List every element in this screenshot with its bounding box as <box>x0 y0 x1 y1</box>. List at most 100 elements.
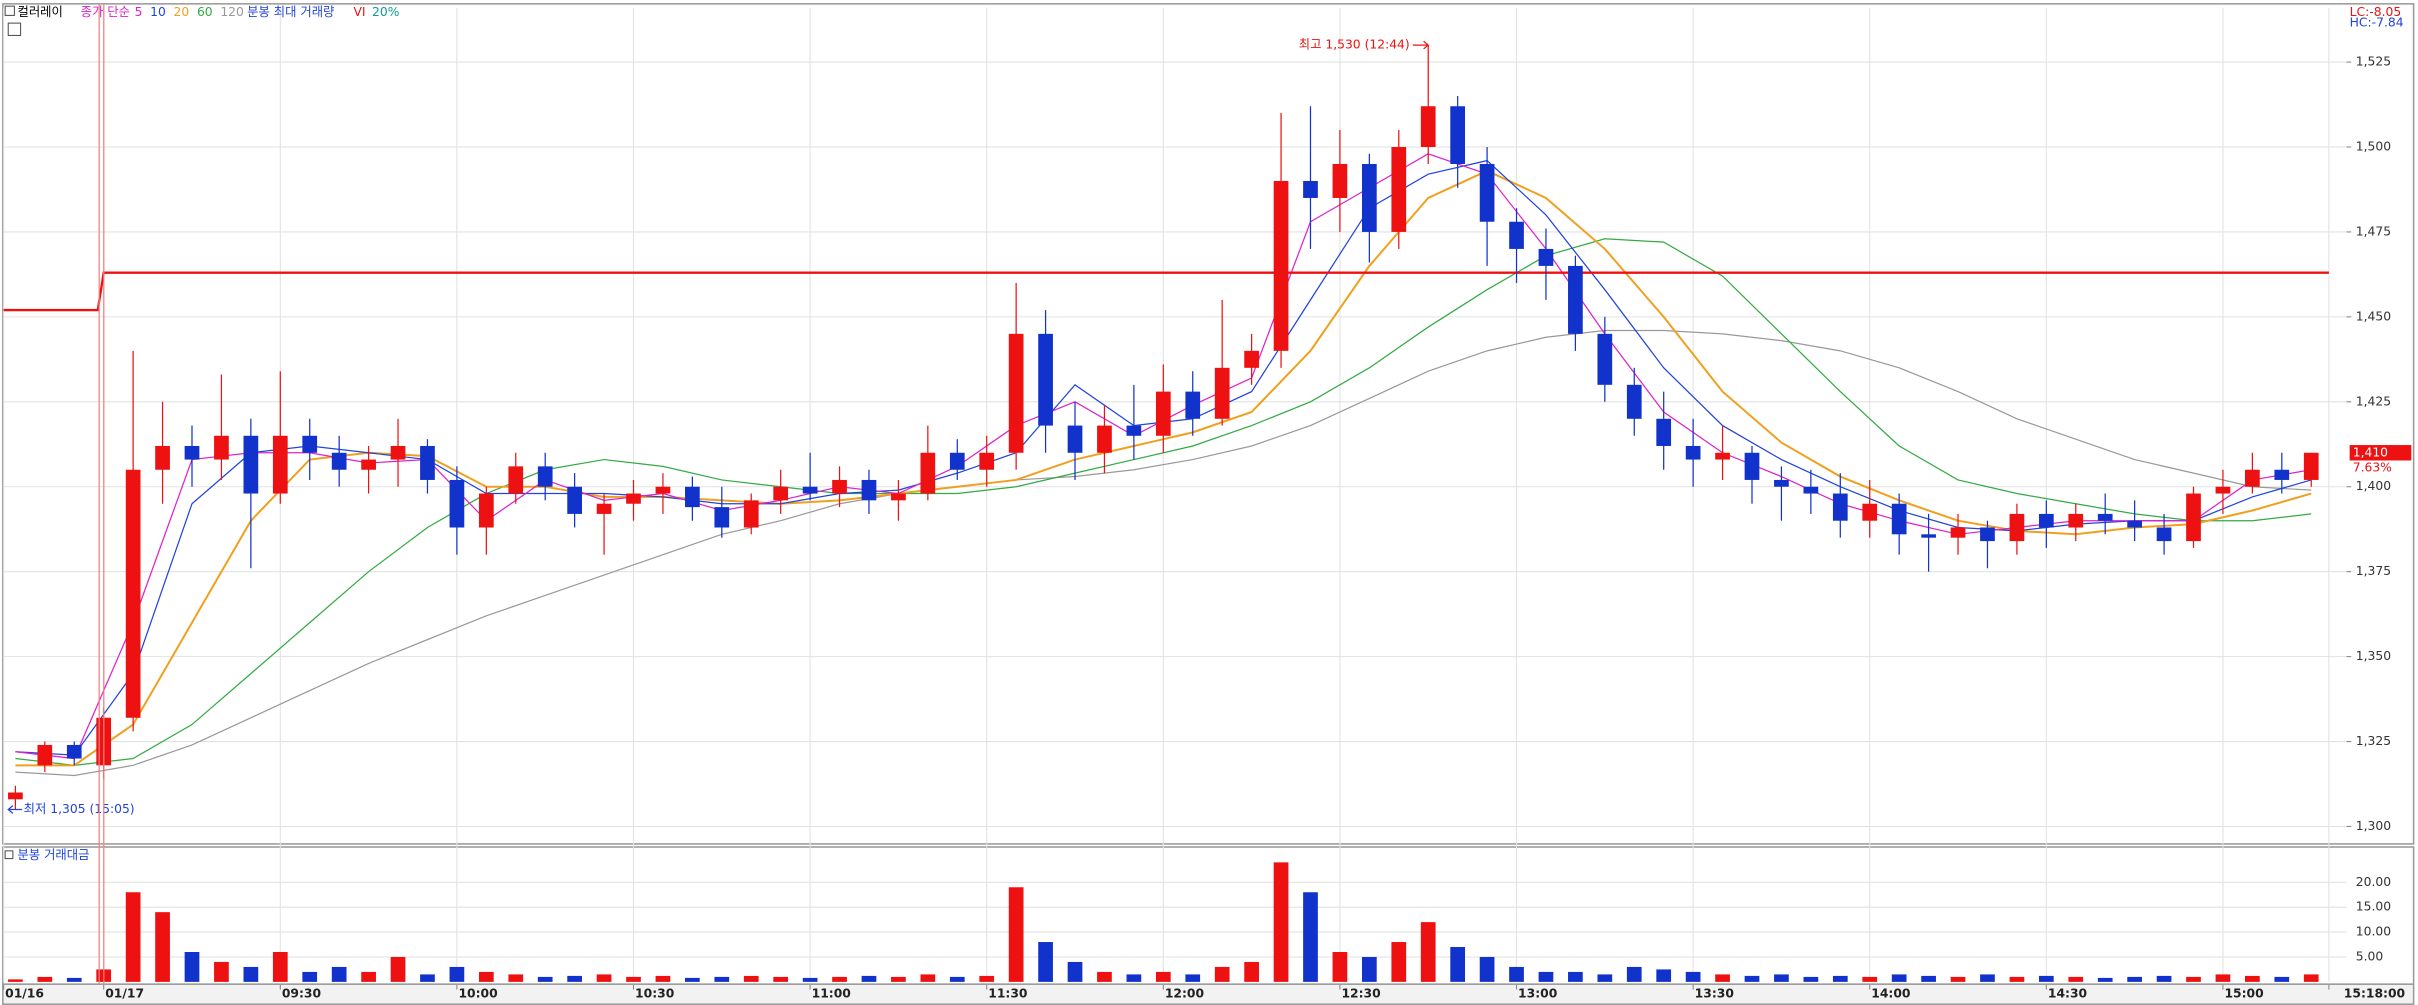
x-tick-label: 13:00 <box>1518 987 1557 1001</box>
x-tick-label: 11:00 <box>812 987 851 1001</box>
volume-bar <box>1126 974 1142 982</box>
volume-bar <box>714 976 730 982</box>
volume-bar <box>1685 971 1701 982</box>
candle-body <box>272 435 288 494</box>
time-axis <box>2 983 2415 1005</box>
candle-body <box>832 479 847 494</box>
volume-bar <box>331 966 347 982</box>
volume-bar <box>1273 862 1289 982</box>
volume-bar <box>302 971 318 982</box>
candle-body <box>1568 265 1583 334</box>
candle-body <box>1097 425 1112 453</box>
candle-body <box>1862 503 1878 521</box>
candle-body <box>1361 163 1377 232</box>
volume-bar <box>832 976 847 982</box>
hc-label: HC:-7.84 <box>2350 16 2404 30</box>
volume-title: 분봉 거래대금 <box>17 848 89 862</box>
panel-icon[interactable] <box>4 850 14 860</box>
volume-bar <box>1862 976 1878 982</box>
table-icon[interactable] <box>7 22 22 36</box>
candle-body <box>390 445 406 460</box>
legend: 컬러레이 종가 단순 5 10 20 60 120 분봉 최대 거래량 VI 20% <box>17 5 399 19</box>
candle-body <box>1744 452 1760 480</box>
volume-bar <box>567 975 582 982</box>
candle-body <box>1685 445 1701 460</box>
candle-body <box>802 486 818 494</box>
candle-body <box>1803 486 1819 494</box>
candle-body <box>2303 452 2319 480</box>
volume-bar <box>1450 947 1466 982</box>
candle-body <box>596 503 612 514</box>
volume-bar <box>2274 976 2290 982</box>
volume-bar <box>2215 974 2231 982</box>
volume-bar <box>1420 922 1436 982</box>
volume-bar <box>2009 976 2025 982</box>
candle-body <box>1126 425 1142 436</box>
candle-body <box>1832 493 1848 521</box>
candle-body <box>949 452 965 470</box>
candle-body <box>1450 106 1466 164</box>
volume-bar <box>1038 942 1053 982</box>
volume-bar <box>37 976 53 982</box>
candle-body <box>2097 513 2113 521</box>
candle-body <box>714 507 730 528</box>
volume-bar <box>420 974 435 982</box>
volume-bar <box>155 912 170 982</box>
y-tick-label: 1,400 <box>2356 479 2391 493</box>
candle-body <box>1656 418 1672 446</box>
candle-body <box>1332 163 1348 198</box>
candle-body <box>920 452 936 494</box>
volume-bar <box>449 966 465 982</box>
ma-line <box>15 329 2312 777</box>
volume-bar <box>920 974 936 982</box>
high-annotation: 최고 1,530 (12:44) <box>1299 38 1410 52</box>
volume-bar <box>243 966 259 982</box>
volume-bar <box>861 975 877 982</box>
candle-body <box>1420 106 1436 148</box>
y-tick-label: 1,300 <box>2356 819 2391 833</box>
candle-body <box>420 445 435 480</box>
volume-bar <box>1832 975 1848 982</box>
y-tick-label: 1,500 <box>2356 140 2391 154</box>
vi-line <box>3 271 2329 312</box>
x-tick-label: 12:00 <box>1165 987 1204 1001</box>
panel-icon[interactable] <box>4 5 15 16</box>
candle-body <box>891 493 906 501</box>
candle-body <box>2127 520 2142 528</box>
volume-bar <box>979 975 995 982</box>
y-tick-label: 1,525 <box>2356 55 2391 69</box>
volume-tick-label: 15.00 <box>2356 900 2391 914</box>
volume-bar <box>1008 887 1024 982</box>
candle-body <box>2009 513 2025 542</box>
candle-body <box>1155 391 1171 436</box>
x-tick-label: 15:18:00 <box>2344 987 2405 1001</box>
candle-body <box>2186 493 2201 542</box>
candle-body <box>184 445 200 460</box>
volume-bar <box>125 892 141 982</box>
candle-body <box>1715 452 1730 460</box>
candle-body <box>1008 333 1024 453</box>
volume-bar <box>1891 974 1907 982</box>
y-tick-label: 1,350 <box>2356 649 2391 663</box>
volume-bar <box>2156 975 2172 982</box>
legend-ma-label: 종가 단순 <box>81 5 130 19</box>
candle-body <box>861 479 877 501</box>
candle-body <box>1774 479 1789 487</box>
volume-tick-label: 10.00 <box>2356 925 2391 939</box>
candle-body <box>214 435 229 460</box>
last-price-box <box>2349 445 2412 461</box>
volume-bar <box>1509 966 1524 982</box>
volume-bar <box>2068 976 2084 982</box>
candle-body <box>1891 503 1907 535</box>
low-arrow <box>7 805 23 814</box>
legend-ma: 5 10 20 60 120 <box>135 5 244 19</box>
volume-bar <box>478 971 494 982</box>
y-tick-label: 1,450 <box>2356 309 2391 323</box>
volume-bar <box>537 976 553 982</box>
change-label: 7.63% <box>2353 461 2392 475</box>
x-tick-label: 14:30 <box>2048 987 2087 1001</box>
candle-body <box>773 486 789 501</box>
candle-body <box>685 486 700 508</box>
